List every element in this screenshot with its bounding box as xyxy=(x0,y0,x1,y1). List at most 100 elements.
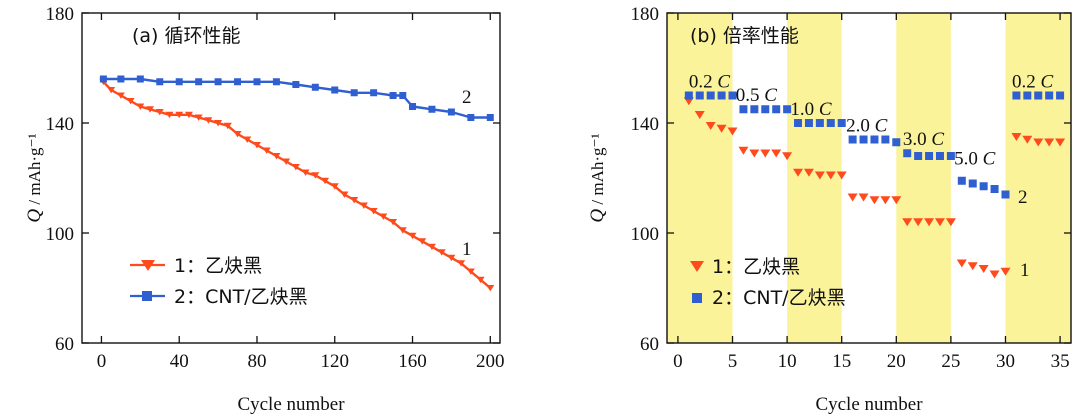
panel-b-shaded-band xyxy=(896,13,951,343)
panel-a-x-tick-label: 80 xyxy=(247,351,266,372)
panel-b-series-2-point xyxy=(979,182,988,191)
panel-a-series-1-point xyxy=(330,183,339,190)
panel-a-series-1-point xyxy=(301,169,310,176)
panel-b-series-2-point xyxy=(728,91,737,100)
panel-b-curve-label-2: 2 xyxy=(1018,187,1028,208)
panel-a-y-tick-label: 60 xyxy=(55,334,74,355)
panel-a-series-2-point xyxy=(409,103,417,110)
panel-b-y-tick-label: 60 xyxy=(640,334,659,355)
panel-b-x-tick-label: 15 xyxy=(832,351,851,372)
panel-a-series-1-point xyxy=(214,120,223,127)
panel-b-series-2-point xyxy=(1023,91,1032,100)
rate-label-unit: C xyxy=(717,71,730,92)
panel-b-x-tick-label: 5 xyxy=(728,351,738,372)
panel-a-series-1-point xyxy=(427,243,436,251)
panel-b-series-1-point xyxy=(705,122,716,130)
panel-a-series-2-point xyxy=(214,78,222,86)
rate-label-number: 1.0 xyxy=(790,99,819,120)
panel-a-series-2-point xyxy=(175,78,183,86)
panel-b-series-2-point xyxy=(1034,91,1043,100)
legend-label-series-1: 1：乙炔黑 xyxy=(712,256,800,278)
panel-a-y-axis-symbol: Q xyxy=(24,209,45,223)
rate-label-number: 0.5 xyxy=(736,85,765,106)
panel-a-cycle-performance: 0 40 80 120 160 200 60 100 140 180 (a) 循环性能 Cycle… xyxy=(24,4,505,415)
rate-label-number: 0.2 xyxy=(1012,71,1041,92)
legend-label-series-2: 2：CNT/乙炔黑 xyxy=(174,286,308,308)
rate-label: 3.0 C xyxy=(903,129,945,150)
panel-b-shaded-bands xyxy=(667,13,1071,343)
panel-b-marks xyxy=(683,91,1066,279)
panel-a-series-1-point xyxy=(223,122,232,130)
panel-b-series-2-point xyxy=(837,119,846,127)
panel-a-marks xyxy=(99,75,495,292)
panel-a-legend: 1：乙炔黑 2：CNT/乙炔黑 xyxy=(130,255,308,308)
panel-a-series-1-point xyxy=(359,202,368,209)
rate-label-unit: C xyxy=(819,99,832,120)
panel-b-legend-series-2: 2：CNT/乙炔黑 xyxy=(692,287,846,309)
rate-label-unit: C xyxy=(931,129,944,150)
rate-label: 1.0 C xyxy=(790,99,832,120)
panel-b-series-1-point xyxy=(967,262,978,271)
panel-b-series-2-point xyxy=(914,152,923,160)
panel-b-series-2-point xyxy=(772,105,781,114)
panel-b-x-axis-label: Cycle number xyxy=(815,394,923,415)
panel-a-series-2-point xyxy=(136,75,144,83)
panel-a-series-1-point xyxy=(321,177,330,185)
panel-a-series-1-point xyxy=(116,92,125,99)
panel-b-series-1-point xyxy=(858,193,869,202)
panel-a-series-2-point xyxy=(292,81,300,88)
panel-a-series-1-point xyxy=(252,142,261,149)
panel-a-series-2-point xyxy=(428,105,436,113)
panel-b-series-2-point xyxy=(990,185,999,193)
panel-a-series-2-point xyxy=(399,92,407,99)
panel-a-series-1-point xyxy=(437,249,446,256)
panel-b-plot-frame xyxy=(666,12,1072,344)
panel-a-series-1-point xyxy=(262,147,271,154)
panel-b-series-1-point xyxy=(803,168,814,177)
panel-b-series-1-point xyxy=(913,218,924,227)
panel-b-series-2-point xyxy=(848,135,857,144)
panel-b-series-2-point xyxy=(1056,91,1065,100)
rate-label: 0.2 C xyxy=(689,71,731,92)
panel-b-series-1-point xyxy=(771,149,782,158)
panel-a-series-1-point xyxy=(282,158,291,165)
panel-a-plot-frame xyxy=(81,12,501,344)
panel-a-title: (a) 循环性能 xyxy=(132,25,241,47)
panel-a-y-axis-label: Q / mAh·g⁻¹ xyxy=(24,133,45,222)
panel-b-series-2-point xyxy=(739,105,748,114)
panel-b-series-1-point xyxy=(847,193,858,202)
panel-b-series-2-point xyxy=(968,179,977,188)
panel-a-series-1-point xyxy=(233,131,242,138)
legend-label-series-2: 2：CNT/乙炔黑 xyxy=(712,287,846,309)
legend-triangle-marker xyxy=(690,261,704,272)
panel-a-series-1-point xyxy=(146,106,155,113)
panel-b-legend: 1：乙炔黑 2：CNT/乙炔黑 xyxy=(690,256,846,309)
panel-a-curve-label-2: 2 xyxy=(462,87,472,108)
panel-b-curve-label-1: 1 xyxy=(1020,260,1030,281)
panel-b-series-1-point xyxy=(902,218,913,227)
panel-a-series-1-point xyxy=(272,153,281,160)
panel-a-series-2-point xyxy=(156,78,164,86)
panel-b-x-tick-label: 30 xyxy=(996,351,1015,372)
panel-b-y-axis-unit: / mAh·g⁻¹ xyxy=(588,133,607,208)
panel-a-series-2-point xyxy=(99,75,107,83)
panel-b-series-1-point xyxy=(716,124,727,133)
panel-b-series-1-point xyxy=(749,149,760,158)
panel-b-series-1-point xyxy=(1044,138,1055,147)
panel-a-series-1-point xyxy=(311,172,320,179)
panel-a-y-tick-label: 180 xyxy=(46,4,75,25)
panel-b-x-tick-label: 25 xyxy=(941,351,960,372)
panel-b-shaded-band xyxy=(787,13,842,343)
panel-a-series-1-point xyxy=(389,219,398,226)
panel-a-axes: 0 40 80 120 160 200 60 100 140 180 xyxy=(46,4,505,372)
panel-a-series-1-point xyxy=(204,117,213,124)
panel-b-series-1-point xyxy=(738,146,749,155)
legend-square-marker xyxy=(142,291,152,301)
panel-b-series-2-point xyxy=(1001,190,1010,199)
rate-label-number: 0.2 xyxy=(689,71,718,92)
panel-a-series-2-point xyxy=(331,86,339,94)
panel-b-series-2-point xyxy=(750,105,759,114)
panel-b-series-2-point xyxy=(946,152,955,160)
panel-a-series-1-point xyxy=(447,254,456,262)
panel-a-x-tick-label: 200 xyxy=(476,351,505,372)
